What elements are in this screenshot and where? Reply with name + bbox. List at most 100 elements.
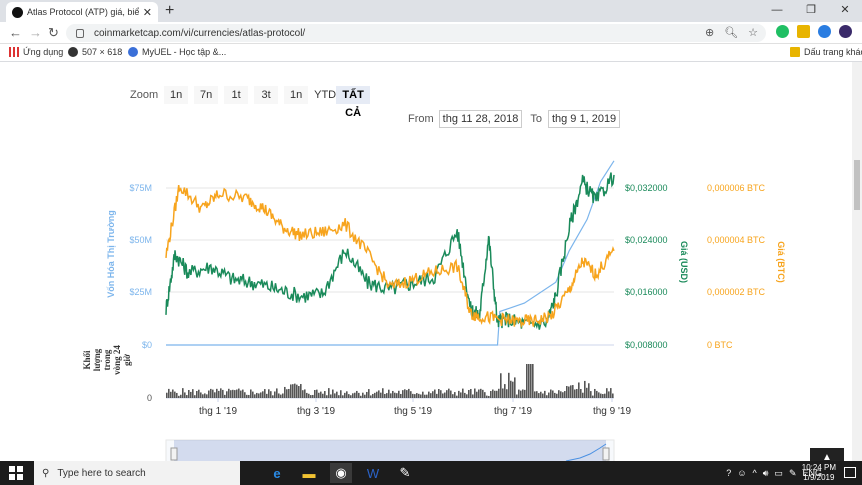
zoom-icon[interactable]: 🔍︎ [724, 27, 739, 39]
volume-bar [240, 390, 242, 398]
volume-bar [370, 395, 372, 398]
volume-bar [308, 393, 310, 398]
speaker-icon[interactable]: 🔊︎ [762, 467, 769, 478]
volume-bar [432, 391, 434, 398]
menu-kebab-icon[interactable]: ⋮ [860, 25, 862, 38]
volume-bar [166, 392, 168, 398]
word-icon[interactable]: W [366, 465, 380, 481]
volume-bar [340, 390, 342, 398]
bookmark-item[interactable]: MyUEL - Học tập &... [128, 47, 226, 57]
volume-bar [342, 395, 344, 398]
volume-bar [274, 391, 276, 398]
scrollbar-thumb[interactable] [854, 160, 860, 210]
close-tab-icon[interactable]: ✕ [142, 6, 152, 19]
network-icon[interactable]: ▭ [774, 467, 783, 478]
zoom-button-1d[interactable]: 1n [164, 86, 189, 104]
new-tab-button[interactable]: + [165, 2, 175, 19]
search-icon: ⚲ [42, 467, 50, 479]
from-date-input[interactable]: thg 11 28, 2018 [438, 110, 523, 128]
extension-icon[interactable] [818, 25, 831, 38]
to-date-input[interactable]: thg 9 1, 2019 [547, 110, 621, 128]
volume-bar [564, 391, 566, 398]
file-explorer-icon[interactable]: ▬ [302, 465, 316, 481]
scroll-to-top-button[interactable]: ▲ [810, 448, 844, 461]
volume-bar [270, 391, 272, 398]
volume-bar [388, 389, 390, 398]
clock[interactable]: 10:24 PM 1/9/2019 [802, 463, 836, 483]
volume-bar [552, 390, 554, 398]
chevron-up-icon[interactable]: ^ [752, 468, 757, 478]
browser-tab[interactable]: Atlas Protocol (ATP) giá, biểu đồ ✕ [6, 2, 158, 22]
zoom-button-7d[interactable]: 7n [194, 86, 219, 104]
volume-bar [306, 392, 308, 398]
volume-bar [588, 383, 590, 398]
volume-bar [372, 393, 374, 398]
minimize-icon[interactable]: — [771, 4, 783, 16]
grammarly-extension-icon[interactable] [776, 25, 789, 38]
btc-axis-tick: 0,000004 BTC [707, 235, 766, 245]
volume-bar [476, 391, 478, 398]
search-placeholder: Type here to search [57, 467, 146, 479]
notification-icon[interactable] [844, 467, 856, 478]
restore-icon[interactable]: ❐ [806, 4, 816, 16]
help-icon[interactable]: ? [726, 468, 732, 478]
volume-bar [320, 391, 322, 398]
zoom-button-1y[interactable]: 1n [284, 86, 309, 104]
volume-bar [224, 394, 226, 398]
date-range: From thg 11 28, 2018 To thg 9 1, 2019 [408, 110, 628, 128]
volume-bar [578, 382, 580, 398]
address-bar[interactable]: coinmarketcap.com/vi/currencies/atlas-pr… [66, 24, 766, 42]
bookmark-apps[interactable]: Ứng dụng [9, 47, 63, 57]
apps-grid-icon [9, 47, 19, 57]
volume-bar [350, 395, 352, 398]
lock-icon [76, 28, 84, 38]
volume-bar [336, 391, 338, 398]
usd-axis-title: Giá (USD) [679, 241, 689, 283]
volume-bar [290, 384, 292, 398]
volume-bar [438, 388, 440, 398]
navigator-selection [174, 440, 606, 461]
volume-bar [204, 393, 206, 398]
install-icon[interactable]: ⊕ [704, 27, 715, 39]
close-window-icon[interactable]: ✕ [840, 4, 850, 16]
volume-bar [382, 388, 384, 398]
bookmark-item[interactable]: 507 × 618 [68, 47, 122, 57]
btc-axis-tick: 0,000006 BTC [707, 183, 766, 193]
volume-bar [484, 392, 486, 398]
usd-axis-tick: $0,024000 [625, 235, 668, 245]
language-indicator[interactable]: ENG [802, 468, 822, 478]
edge-icon[interactable]: e [273, 465, 281, 481]
other-bookmarks[interactable]: Dấu trang khác [790, 47, 862, 57]
volume-bar [232, 389, 234, 398]
volume-bar [516, 394, 518, 398]
volume-bar [192, 389, 194, 398]
zoom-button-3m[interactable]: 3t [254, 86, 279, 104]
pen-icon[interactable]: ✎ [788, 467, 797, 478]
volume-title-line: lượng [92, 348, 102, 371]
forward-arrow-icon[interactable]: → [29, 25, 42, 40]
price-chart[interactable]: $0 $25M $50M $75M $0,008000 $0,016000 $0,02400… [0, 62, 852, 461]
volume-bar [598, 392, 600, 398]
navigator [165, 439, 615, 461]
url-text[interactable]: coinmarketcap.com/vi/currencies/atlas-pr… [94, 27, 306, 39]
user-icon[interactable]: ☺ [737, 468, 747, 478]
zoom-button-ytd[interactable]: YTD [314, 89, 337, 101]
from-label: From [408, 113, 434, 125]
extension-icon[interactable] [797, 25, 810, 38]
volume-bar [244, 392, 246, 398]
chrome-icon[interactable]: ◉ [330, 463, 352, 483]
app-icon[interactable]: ✎ [399, 465, 411, 480]
bookmark-star-icon[interactable]: ☆ [748, 27, 758, 39]
reload-icon[interactable]: ↻ [48, 25, 59, 40]
zoom-button-all[interactable]: TẤT CẢ [336, 86, 371, 119]
volume-bar [542, 393, 544, 398]
btc-axis-tick: 0 BTC [707, 340, 733, 350]
windows-start-icon[interactable] [9, 466, 23, 480]
volume-bar [288, 388, 290, 398]
page-scrollbar[interactable] [852, 62, 862, 461]
profile-avatar[interactable] [839, 25, 852, 38]
volume-bar [442, 393, 444, 398]
taskbar-search[interactable]: ⚲ Type here to search [34, 461, 240, 485]
back-arrow-icon[interactable]: ← [9, 25, 22, 40]
zoom-button-1m[interactable]: 1t [224, 86, 249, 104]
